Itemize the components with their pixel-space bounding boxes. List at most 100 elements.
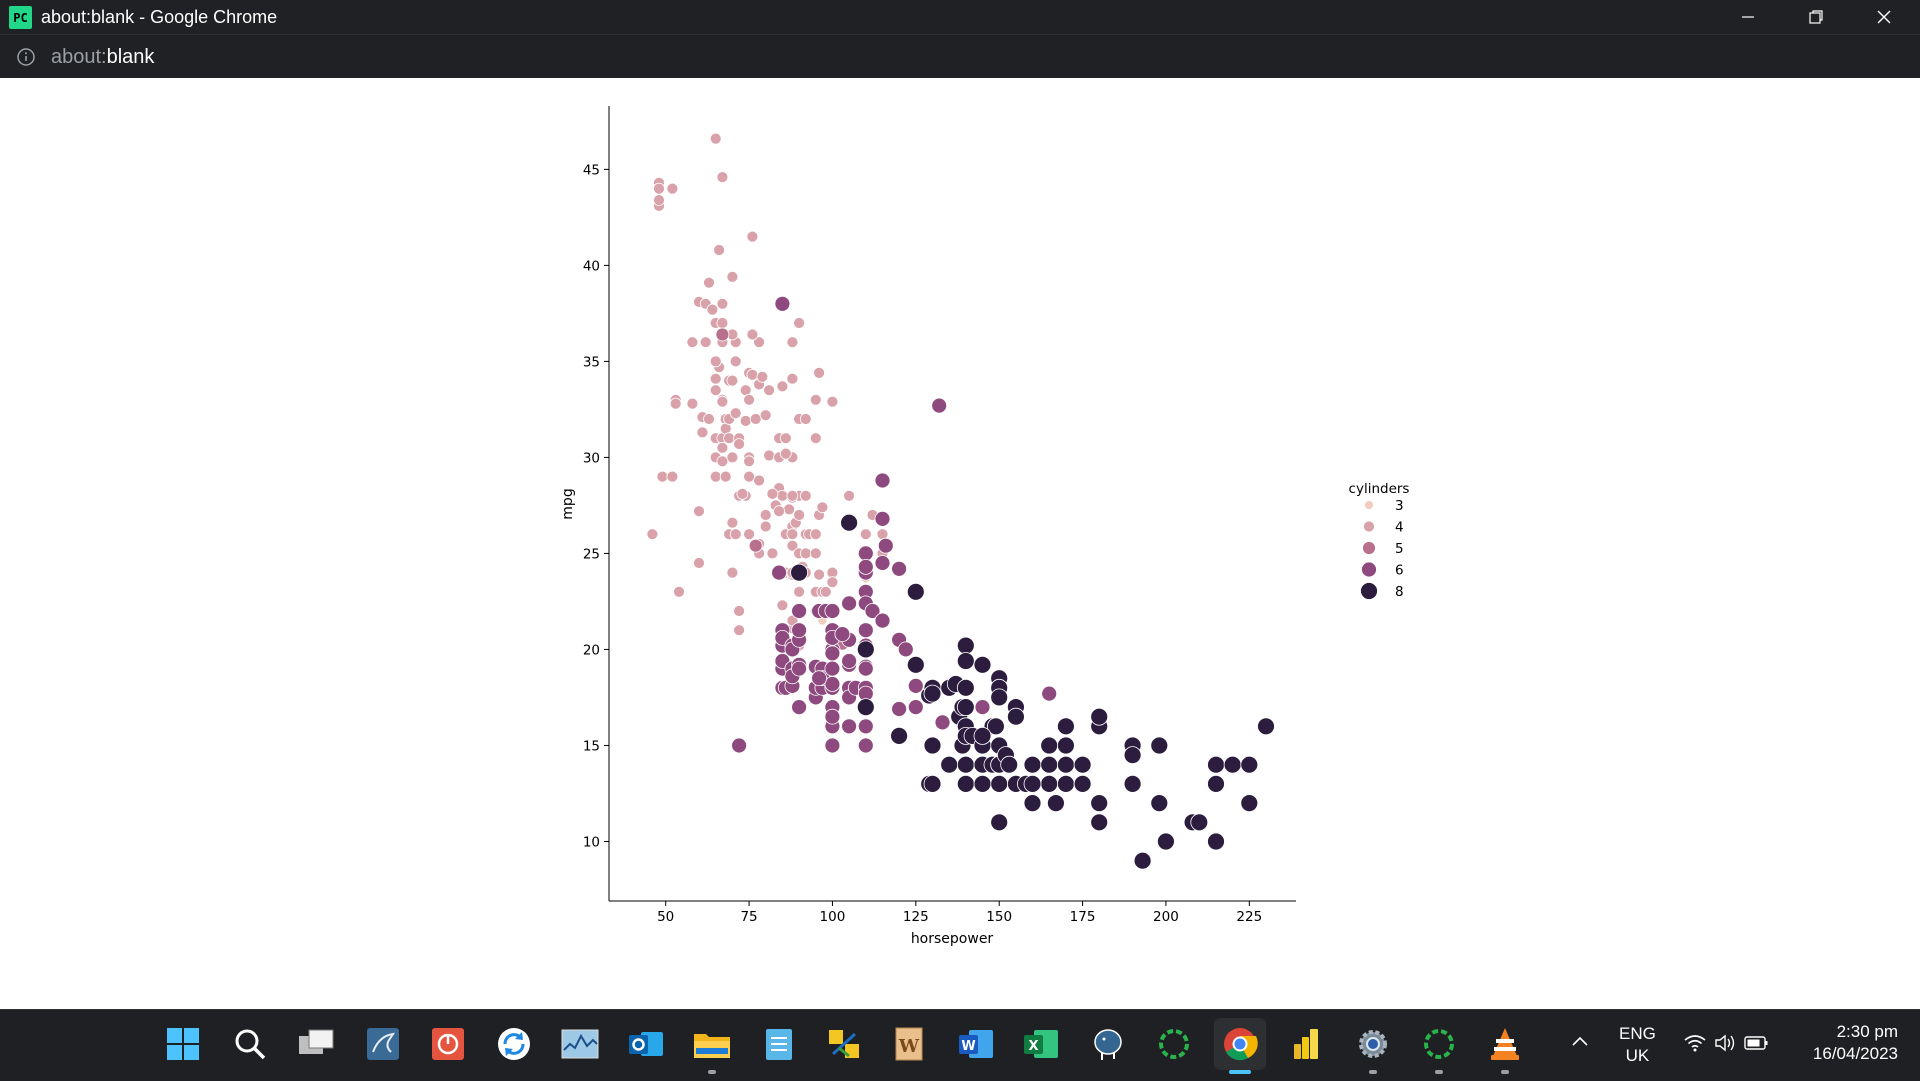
outlook-icon[interactable] [620, 1018, 672, 1070]
data-point-cyl-6 [791, 660, 807, 677]
data-point-cyl-8 [1150, 794, 1169, 812]
data-point-cyl-4 [779, 432, 792, 445]
data-point-cyl-4 [799, 547, 812, 560]
data-point-cyl-4 [763, 449, 775, 462]
data-point-cyl-4 [709, 384, 722, 397]
data-point-cyl-4 [783, 503, 795, 516]
y-tick-label: 15 [583, 738, 600, 754]
file-explorer-icon[interactable] [686, 1018, 738, 1070]
data-point-cyl-4 [693, 505, 705, 518]
y-axis-label: mpg [560, 488, 576, 519]
running-indicator [708, 1070, 716, 1074]
data-point-cyl-4 [843, 489, 855, 502]
notepad-icon[interactable] [753, 1018, 805, 1070]
data-point-cyl-4 [716, 441, 729, 454]
settings-icon[interactable] [1347, 1018, 1399, 1070]
task-view-icon[interactable] [291, 1018, 343, 1070]
data-point-cyl-6 [907, 678, 924, 694]
data-point-cyl-4 [723, 432, 735, 445]
data-point-cyl-8 [1207, 755, 1225, 774]
language-indicator[interactable]: ENG UK [1619, 1023, 1656, 1067]
data-point-cyl-4 [779, 447, 792, 460]
data-point-cyl-4 [786, 336, 799, 349]
power-bi-icon[interactable] [1280, 1018, 1332, 1070]
data-point-cyl-4 [716, 171, 729, 183]
x-tick-label: 50 [657, 909, 674, 925]
battery-icon[interactable] [1744, 1036, 1768, 1050]
resource-monitor-icon[interactable] [554, 1018, 606, 1070]
clock[interactable]: 2:30 pm 16/04/2023 [1800, 1021, 1898, 1065]
data-point-cyl-4 [713, 244, 725, 256]
network-tool-icon[interactable] [819, 1018, 871, 1070]
data-point-cyl-4 [743, 528, 755, 541]
data-point-cyl-4 [776, 380, 789, 393]
info-icon[interactable] [16, 47, 36, 67]
data-point-cyl-8 [956, 698, 975, 716]
close-button[interactable] [1850, 0, 1918, 34]
word-document-icon[interactable]: W [883, 1018, 935, 1070]
minimize-button[interactable] [1714, 0, 1782, 34]
data-point-cyl-8 [923, 736, 942, 755]
word-icon[interactable]: W [950, 1018, 1002, 1070]
legend-marker-3 [1364, 500, 1374, 510]
data-point-cyl-4 [766, 547, 779, 560]
x-tick-label: 150 [986, 909, 1012, 925]
data-point-cyl-4 [716, 317, 729, 329]
data-point-cyl-6 [974, 699, 991, 715]
spinner-app-2-icon[interactable] [1413, 1018, 1465, 1070]
language-code: ENG [1619, 1024, 1656, 1043]
url-text[interactable]: about:blank [51, 46, 154, 69]
data-point-cyl-4 [819, 585, 832, 598]
data-point-cyl-4 [773, 505, 785, 518]
url-path: blank [106, 46, 155, 68]
data-point-cyl-6 [857, 737, 874, 754]
address-bar[interactable]: about:blank [0, 34, 1920, 79]
data-point-cyl-4 [646, 528, 659, 541]
running-indicator [1369, 1070, 1377, 1074]
data-point-cyl-6 [824, 737, 841, 754]
data-point-cyl-4 [793, 317, 805, 329]
data-point-cyl-4 [726, 374, 739, 387]
restore-button[interactable] [1782, 0, 1850, 34]
data-point-cyl-4 [699, 336, 712, 349]
data-point-cyl-4 [733, 605, 745, 617]
excel-icon[interactable]: X [1015, 1018, 1067, 1070]
chrome-icon[interactable] [1214, 1018, 1266, 1070]
data-point-cyl-4 [776, 599, 789, 612]
close-icon [1877, 10, 1891, 24]
vlc-icon[interactable] [1479, 1018, 1531, 1070]
mysql-workbench-icon[interactable] [357, 1018, 409, 1070]
data-point-cyl-8 [1040, 775, 1059, 793]
data-point-cyl-8 [1007, 707, 1025, 726]
data-point-cyl-4 [753, 474, 765, 487]
data-point-cyl-8 [790, 563, 808, 582]
search-icon[interactable] [224, 1018, 276, 1070]
start-icon[interactable] [157, 1018, 209, 1070]
legend-label-6: 6 [1395, 563, 1404, 579]
spinner-app-icon[interactable] [1148, 1018, 1200, 1070]
chevron-up-icon[interactable] [1570, 1032, 1590, 1052]
pycharm-app-icon[interactable]: PC [9, 6, 32, 29]
data-point-cyl-4 [799, 413, 812, 425]
legend-marker-4 [1363, 520, 1375, 533]
data-point-cyl-6 [907, 699, 924, 715]
system-status-icons[interactable] [1683, 1032, 1783, 1054]
postgresql-icon[interactable] [1082, 1018, 1134, 1070]
data-point-cyl-6 [897, 641, 914, 658]
data-point-cyl-4 [703, 276, 715, 289]
sync-app-icon[interactable] [488, 1018, 540, 1070]
wifi-icon[interactable] [1684, 1035, 1706, 1052]
data-point-cyl-8 [906, 655, 925, 674]
power-app-icon[interactable] [422, 1018, 474, 1070]
data-point-cyl-8 [906, 582, 925, 601]
data-point-cyl-4 [816, 501, 829, 514]
data-point-cyl-4 [793, 585, 805, 598]
data-point-cyl-8 [1057, 775, 1075, 793]
data-point-cyl-5 [715, 327, 730, 342]
data-point-cyl-8 [973, 727, 992, 745]
data-point-cyl-4 [716, 455, 729, 468]
data-point-cyl-8 [923, 775, 942, 793]
data-point-cyl-4 [786, 539, 799, 552]
volume-icon[interactable] [1715, 1034, 1735, 1052]
data-point-cyl-6 [857, 558, 874, 575]
